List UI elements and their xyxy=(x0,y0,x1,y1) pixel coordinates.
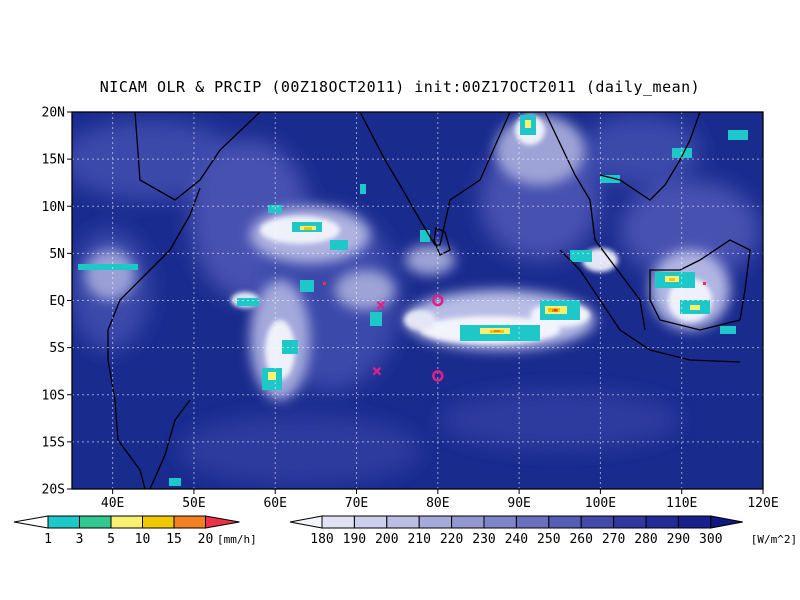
precip-colorbar-swatch xyxy=(110,515,143,529)
coast-madagascar xyxy=(149,399,191,489)
precip-colorbar-unit: [mm/h] xyxy=(217,533,257,546)
olr-colorbar-swatch xyxy=(321,515,355,529)
precip-colorbar-swatch xyxy=(79,515,112,529)
olr-colorbar-label: 240 xyxy=(505,532,528,547)
storm-cross-marker xyxy=(376,300,386,310)
lon-tick-label: 70E xyxy=(345,496,368,511)
olr-colorbar-swatch xyxy=(677,515,712,529)
precip-colorbar-swatch xyxy=(142,515,175,529)
storm-circle-marker xyxy=(432,370,444,382)
olr-colorbar-swatch xyxy=(353,515,388,529)
lon-tick-label: 120E xyxy=(747,496,778,511)
olr-colorbar-label: 200 xyxy=(375,532,398,547)
olr-colorbar-label: 280 xyxy=(634,532,657,547)
coast-arabia xyxy=(134,112,261,201)
olr-colorbar-swatch xyxy=(451,515,485,529)
graticule xyxy=(72,112,763,489)
precip-colorbar-label: 10 xyxy=(135,532,151,547)
lat-tick-label: EQ xyxy=(49,294,65,309)
lon-tick-label: 100E xyxy=(585,496,616,511)
precip-colorbar-max-arrow xyxy=(205,515,240,529)
map-title: NICAM OLR & PRCIP (00Z18OCT2011) init:00… xyxy=(99,78,701,96)
coast-sri-lanka xyxy=(433,227,451,256)
precip-colorbar-label: 5 xyxy=(107,532,115,547)
olr-colorbar-swatch xyxy=(613,515,647,529)
coast-borneo xyxy=(649,239,751,331)
olr-colorbar-swatch xyxy=(548,515,582,529)
storm-markers xyxy=(372,294,444,382)
precip-colorbar-swatch xyxy=(173,515,206,529)
olr-colorbar-max-arrow xyxy=(710,515,743,529)
olr-colorbar-swatch xyxy=(645,515,679,529)
olr-colorbar-label: 230 xyxy=(472,532,495,547)
lat-tick-label: 5S xyxy=(49,341,65,356)
lat-tick-label: 5N xyxy=(49,247,65,262)
olr-colorbar-swatch xyxy=(580,515,615,529)
olr-colorbar-label: 190 xyxy=(343,532,366,547)
lon-axis: 40E 50E 60E 70E 80E 90E 100E 110E 120E xyxy=(101,489,779,511)
olr-colorbar: 180 190 200 210 220 230 240 250 260 270 280 290 300 [… xyxy=(289,515,797,547)
olr-colorbar-swatch xyxy=(386,515,420,529)
coastlines xyxy=(107,112,751,489)
lon-tick-label: 110E xyxy=(666,496,697,511)
storm-cross-marker xyxy=(372,366,382,376)
precip-colorbar-label: 1 xyxy=(44,532,52,547)
lon-tick-label: 40E xyxy=(101,496,124,511)
olr-colorbar-swatch xyxy=(418,515,453,529)
lat-axis: 20N 15N 10N 5N EQ 5S 10S 15S 20S xyxy=(42,106,72,498)
olr-colorbar-label: 300 xyxy=(699,532,722,547)
lat-tick-label: 15S xyxy=(42,435,65,450)
precip-colorbar-swatch xyxy=(47,515,80,529)
olr-colorbar-label: 210 xyxy=(407,532,430,547)
olr-colorbar-min-arrow xyxy=(289,515,323,529)
olr-colorbar-unit: [W/m^2] xyxy=(751,533,797,546)
lat-tick-label: 20N xyxy=(42,106,65,121)
precip-colorbar-label: 20 xyxy=(198,532,214,547)
precip-colorbar-label: 15 xyxy=(166,532,182,547)
lon-tick-label: 50E xyxy=(182,496,205,511)
olr-colorbar-label: 290 xyxy=(667,532,690,547)
coast-se-asia xyxy=(544,112,646,331)
olr-colorbar-swatch xyxy=(515,515,550,529)
olr-colorbar-label: 220 xyxy=(440,532,463,547)
precip-colorbar: 1 3 5 10 15 20 [mm/h] xyxy=(13,515,257,547)
coast-sumatra-java xyxy=(559,249,741,363)
olr-colorbar-label: 180 xyxy=(310,532,333,547)
lat-tick-label: 10N xyxy=(42,200,65,215)
lat-tick-label: 15N xyxy=(42,153,65,168)
precip-colorbar-min-arrow xyxy=(13,515,49,529)
lat-tick-label: 10S xyxy=(42,388,65,403)
lon-tick-label: 90E xyxy=(507,496,530,511)
precip-cells xyxy=(78,115,748,486)
olr-colorbar-label: 260 xyxy=(569,532,592,547)
olr-colorbar-label: 250 xyxy=(537,532,560,547)
olr-colorbar-swatch xyxy=(483,515,517,529)
lat-tick-label: 20S xyxy=(42,483,65,498)
precip-colorbar-label: 3 xyxy=(76,532,84,547)
coast-indochina xyxy=(599,112,701,201)
lon-tick-label: 80E xyxy=(426,496,449,511)
storm-circle-marker xyxy=(432,294,444,307)
lon-tick-label: 60E xyxy=(263,496,286,511)
coast-east-africa xyxy=(107,187,201,489)
olr-colorbar-label: 270 xyxy=(602,532,625,547)
coast-india xyxy=(359,112,511,246)
